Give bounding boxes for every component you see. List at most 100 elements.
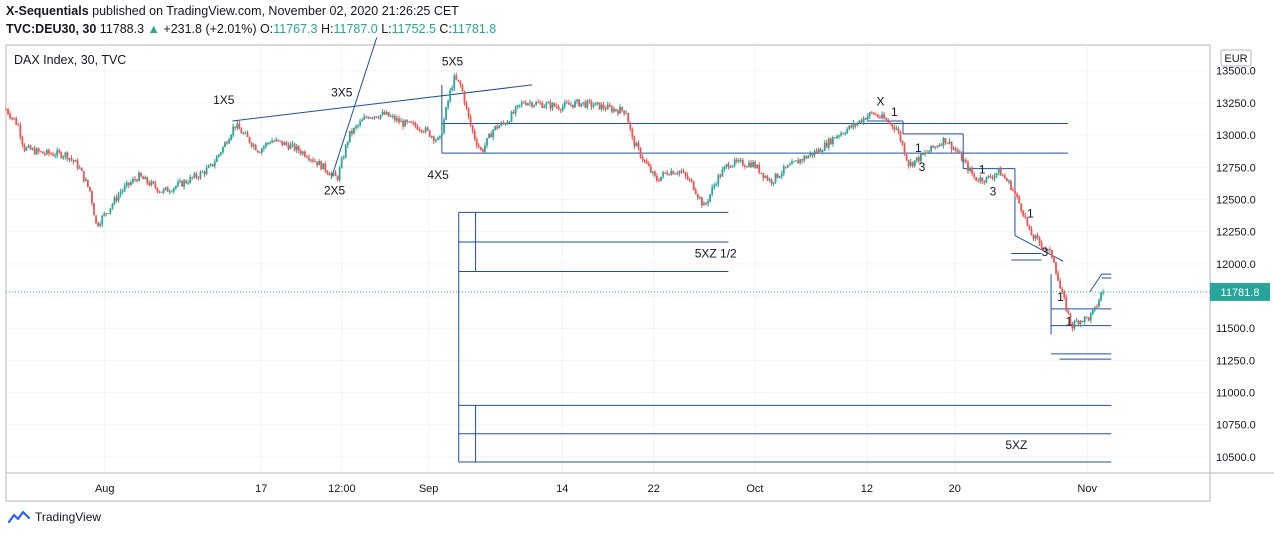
wave-label: 3X5 <box>331 85 353 99</box>
candle-body <box>107 212 110 214</box>
candle-body <box>733 159 736 166</box>
candle-body <box>651 171 654 173</box>
candle-body <box>891 123 894 127</box>
candle-body <box>164 187 167 190</box>
candle-body <box>774 173 777 183</box>
candle-body <box>829 138 832 144</box>
drawing-line <box>330 37 378 180</box>
currency-label: EUR <box>1224 53 1247 65</box>
candle-body <box>844 133 847 135</box>
candle-body <box>240 129 243 134</box>
candle-body <box>379 114 382 119</box>
candle-body <box>1026 217 1029 226</box>
candle-body <box>82 170 85 182</box>
candle-body <box>41 151 44 154</box>
candle-body <box>594 102 597 106</box>
candle-body <box>295 146 298 151</box>
time-tick-label: 12 <box>861 483 873 495</box>
candle-body <box>842 133 845 135</box>
candle-body <box>1059 280 1062 289</box>
candle-body <box>615 108 617 111</box>
candle-body <box>639 147 642 158</box>
candle-body <box>960 152 963 162</box>
candle-body <box>43 153 46 155</box>
candle-body <box>1020 203 1023 211</box>
candle-body <box>1018 196 1021 204</box>
wave-label: 4X5 <box>427 168 449 182</box>
candle-body <box>655 176 658 181</box>
candle-body <box>418 129 421 131</box>
candle-body <box>678 171 681 174</box>
candle-body <box>103 213 106 216</box>
candle-body <box>662 172 664 177</box>
candle-body <box>756 164 759 168</box>
candle-body <box>301 151 304 154</box>
candle-body <box>590 101 593 107</box>
low-label: L: <box>381 22 392 36</box>
price-axis[interactable]: 10500.010750.011000.011250.011500.011750… <box>1216 66 1256 464</box>
candle-body <box>549 102 552 109</box>
candle-body <box>1087 317 1090 321</box>
candle-body <box>19 125 22 138</box>
candle-body <box>252 144 255 147</box>
candle-body <box>496 125 499 129</box>
price-tick-label: 10500.0 <box>1216 452 1256 464</box>
candle-body <box>209 164 212 166</box>
candle-body <box>1034 235 1037 239</box>
candle-body <box>807 155 810 159</box>
candle-body <box>136 179 138 181</box>
candle-body <box>1089 313 1092 321</box>
candle-body <box>172 188 175 192</box>
candle-body <box>633 137 636 147</box>
candle-body <box>1022 210 1025 216</box>
candle-body <box>848 125 851 130</box>
candle-body <box>703 203 705 206</box>
price-tick-label: 13500.0 <box>1216 66 1256 78</box>
author-name[interactable]: X-Sequentials <box>6 4 89 18</box>
footer-brand[interactable]: TradingView <box>8 510 101 524</box>
candle-body <box>471 125 474 132</box>
candle-body <box>351 130 353 134</box>
candle-body <box>361 119 364 122</box>
candle-body <box>985 176 988 183</box>
candle-body <box>500 122 503 126</box>
candle-body <box>23 144 26 151</box>
candle-body <box>46 149 48 154</box>
candle-body <box>473 131 476 140</box>
candle-body <box>27 145 30 148</box>
candle-body <box>719 175 722 177</box>
price-tick-label: 13000.0 <box>1216 130 1256 142</box>
candle-body <box>430 136 433 138</box>
candle-body <box>846 129 849 134</box>
time-axis[interactable]: Aug 17 12:00 Sep 14 22 Oct 12 20 Nov <box>95 483 1098 495</box>
candle-body <box>113 197 116 205</box>
currency-badge[interactable] <box>1220 49 1252 67</box>
candle-body <box>281 140 284 146</box>
candle-body <box>1093 306 1096 310</box>
candle-body <box>355 126 357 128</box>
candle-body <box>310 159 312 161</box>
candle-body <box>832 137 834 144</box>
drawing-line <box>1089 273 1103 293</box>
candle-body <box>224 142 226 147</box>
candle-body <box>690 179 693 182</box>
candle-body <box>885 118 888 120</box>
candle-body <box>1008 180 1010 182</box>
candle-body <box>68 157 71 160</box>
candle-body <box>490 133 492 138</box>
candle-body <box>696 194 699 198</box>
candle-body <box>166 187 169 192</box>
candle-body <box>1083 316 1086 322</box>
candle-body <box>434 139 437 141</box>
candle-body <box>635 143 638 147</box>
candle-body <box>342 157 345 159</box>
candle-body <box>199 171 202 179</box>
candle-body <box>238 123 241 130</box>
candle-body <box>698 197 701 199</box>
wave-label: X <box>876 94 884 108</box>
candle-body <box>62 156 65 158</box>
candle-body <box>786 165 789 168</box>
candle-body <box>56 150 59 156</box>
candle-body <box>439 135 441 138</box>
